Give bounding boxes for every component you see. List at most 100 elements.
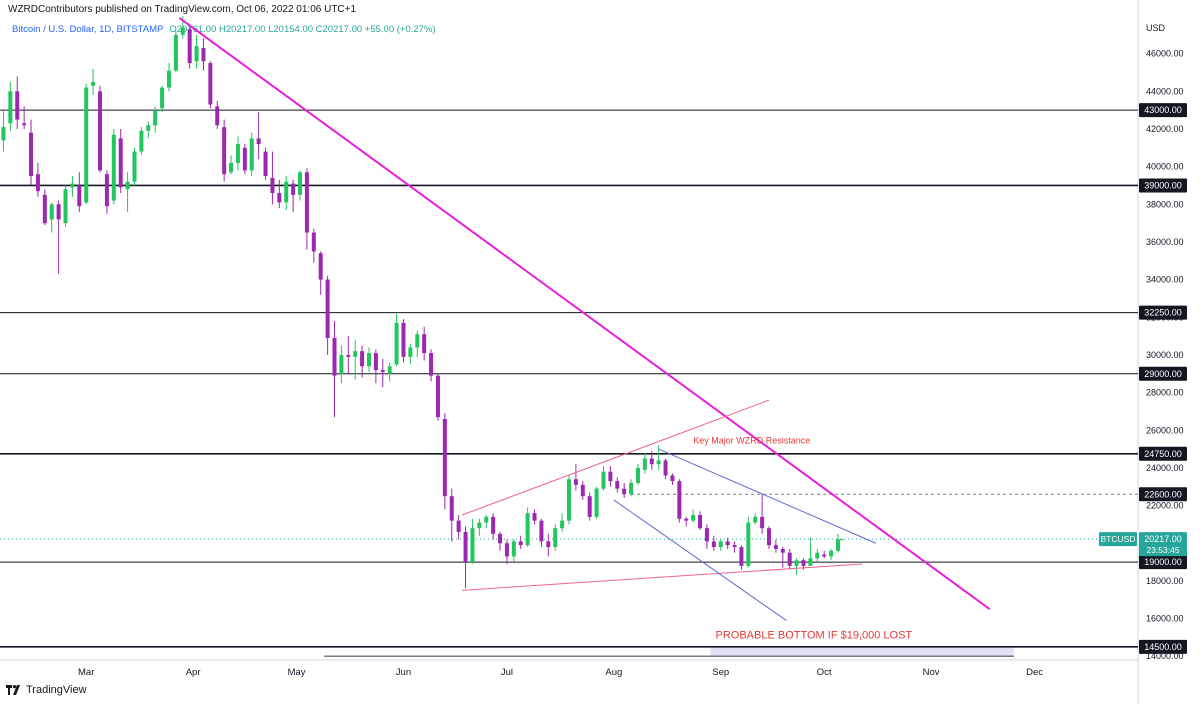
- candle: [1, 110, 6, 152]
- level-price-tag-bg: [1139, 639, 1187, 654]
- candle-body: [187, 29, 192, 64]
- y-tick-label: 14000.00: [1146, 651, 1184, 661]
- candle-body: [546, 541, 551, 548]
- candle: [339, 345, 344, 384]
- candle-body: [808, 558, 813, 566]
- candle-body: [456, 520, 461, 532]
- candle-body: [346, 354, 351, 357]
- level-price-tag-bg: [1139, 103, 1187, 118]
- candle-body: [553, 528, 558, 548]
- level-price-tag-text: 14500.00: [1144, 642, 1182, 652]
- y-tick-label: 46000.00: [1146, 49, 1184, 59]
- candle: [794, 558, 799, 576]
- y-tick-label: 26000.00: [1146, 425, 1184, 435]
- candle-body: [587, 496, 592, 517]
- candle-body: [318, 253, 323, 280]
- candle-body: [477, 522, 482, 529]
- x-tick-label: Jul: [501, 667, 513, 678]
- candle: [146, 121, 151, 139]
- candle-body: [235, 144, 240, 163]
- tradingview-footer[interactable]: TradingView: [6, 680, 87, 700]
- candle-body: [780, 548, 785, 553]
- candle-body: [435, 375, 440, 418]
- candle: [201, 38, 206, 71]
- candle: [442, 413, 447, 510]
- candle: [725, 537, 730, 549]
- wedge_lower-line-2: [462, 563, 863, 591]
- candle-body: [491, 516, 496, 534]
- candle: [435, 373, 440, 421]
- candle: [332, 321, 337, 418]
- candle-body: [663, 460, 668, 476]
- candle: [677, 479, 682, 523]
- candle-body: [63, 189, 68, 224]
- candle-body: [387, 366, 392, 374]
- candle: [318, 251, 323, 295]
- candle-body: [677, 481, 682, 519]
- candle-body: [649, 458, 654, 465]
- candle: [160, 85, 165, 113]
- candle: [187, 25, 192, 69]
- symbol-legend: Bitcoin / U.S. Dollar, 1D, BITSTAMP O2016…: [12, 24, 436, 35]
- candle-body: [829, 550, 834, 557]
- candle-body: [635, 467, 640, 483]
- candle: [739, 545, 744, 570]
- candle: [304, 168, 309, 250]
- candle: [815, 548, 820, 563]
- candle-body: [360, 351, 365, 367]
- candle-body: [711, 541, 716, 548]
- candle: [456, 515, 461, 540]
- candle-body: [222, 127, 227, 175]
- candle-body: [525, 513, 530, 546]
- candle: [573, 464, 578, 491]
- x-tick-label: Nov: [923, 667, 940, 678]
- candle: [118, 128, 123, 194]
- candle: [608, 466, 613, 487]
- y-tick-label: 18000.00: [1146, 576, 1184, 586]
- candle: [711, 535, 716, 551]
- candle-body: [56, 204, 61, 220]
- candle: [760, 494, 765, 534]
- candle: [63, 185, 68, 227]
- y-tick-label: 38000.00: [1146, 199, 1184, 209]
- level-price-tag-bg: [1139, 178, 1187, 193]
- candle: [173, 31, 178, 73]
- candle: [139, 127, 144, 156]
- candle: [35, 162, 40, 197]
- candle-body: [332, 338, 337, 376]
- candle-body: [801, 560, 806, 566]
- level-price-tag-bg: [1139, 366, 1187, 381]
- candle-body: [15, 91, 20, 120]
- candle: [194, 34, 199, 69]
- x-tick-label: Aug: [605, 667, 622, 678]
- candle-body: [215, 106, 220, 126]
- candle: [15, 76, 20, 129]
- candle-body: [229, 162, 234, 173]
- symbol-tag-bg: [1099, 532, 1137, 547]
- candle-body: [504, 543, 509, 557]
- candle-body: [325, 279, 330, 338]
- trendline-line-0: [178, 17, 991, 610]
- price-axis[interactable]: USD14000.0016000.0018000.0020000.0022000…: [1099, 23, 1187, 661]
- candle: [829, 548, 834, 561]
- candle-body: [787, 552, 792, 566]
- annotation-1: PROBABLE BOTTOM IF $19,000 LOST: [716, 630, 913, 642]
- candle-body: [656, 460, 661, 465]
- time-axis[interactable]: Mar Apr May Jun Jul Aug Sep Oct Nov Dec: [78, 667, 1043, 678]
- candle: [753, 513, 758, 525]
- candle: [8, 81, 13, 131]
- candle-body: [753, 516, 758, 523]
- candle-body: [166, 70, 171, 88]
- candle-body: [311, 232, 316, 252]
- candle: [484, 515, 489, 529]
- candle: [77, 172, 82, 212]
- candle-body: [284, 181, 289, 203]
- candle-body: [22, 123, 27, 126]
- candle: [642, 452, 647, 474]
- tradingview-logo-icon: [6, 685, 20, 695]
- candle: [222, 119, 227, 182]
- candle-body: [249, 138, 254, 171]
- candle-body: [691, 515, 696, 521]
- symbol-tag-text: BTCUSD: [1101, 534, 1136, 544]
